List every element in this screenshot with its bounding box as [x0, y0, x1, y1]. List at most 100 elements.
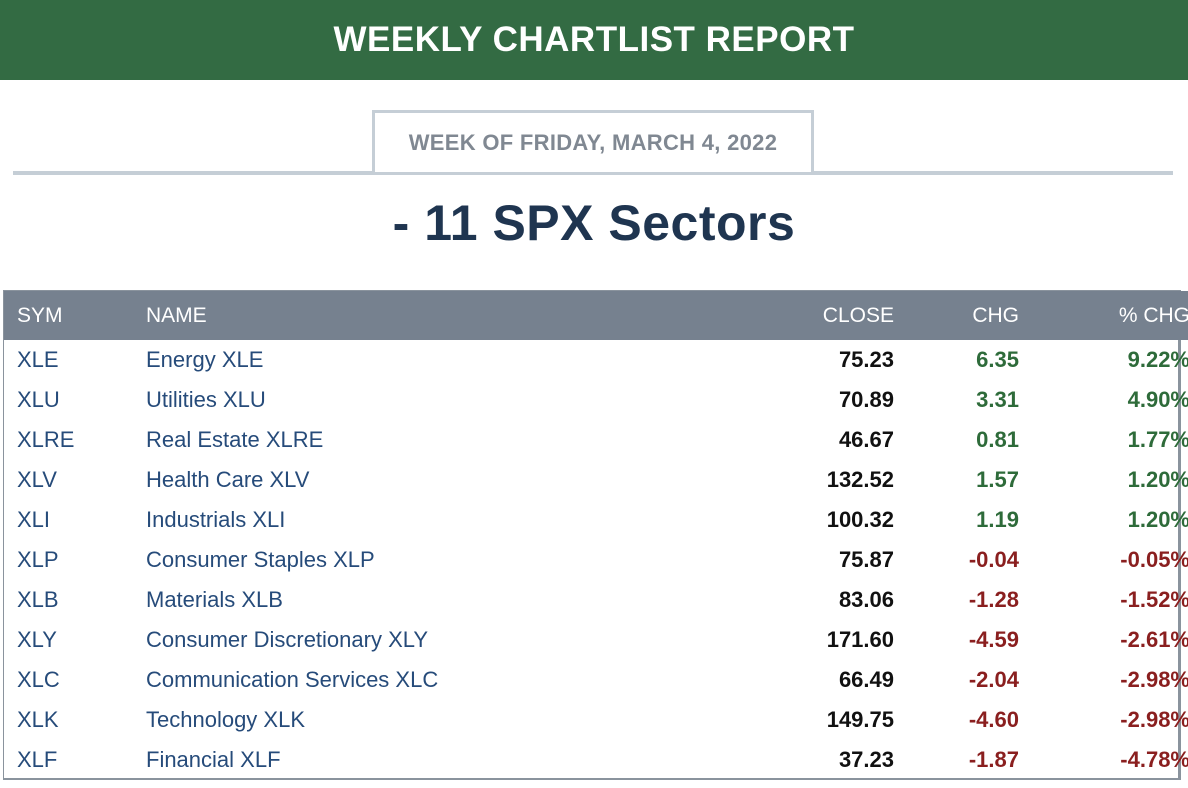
close-value: 132.52 — [826, 467, 894, 492]
close-value: 37.23 — [838, 747, 894, 772]
table-cell: 1.57 — [894, 460, 1019, 500]
table-cell: XLK — [4, 700, 146, 740]
table-cell: 132.52 — [736, 460, 894, 500]
table-cell: -1.52% — [1019, 580, 1188, 620]
column-header-name[interactable]: NAME — [146, 303, 207, 327]
change-value: -0.04 — [968, 547, 1019, 572]
column-header-chg[interactable]: CHG — [972, 303, 1019, 327]
table-cell: XLE — [4, 340, 146, 380]
table-cell: 1.20% — [1019, 460, 1188, 500]
close-value: 75.87 — [838, 547, 894, 572]
table-cell: XLI — [4, 500, 146, 540]
close-value: 66.49 — [838, 667, 894, 692]
table-row: XLE Energy XLE 75.23 6.35 9.22% — [4, 340, 1188, 380]
symbol-link[interactable]: XLI — [17, 507, 51, 532]
change-value: -1.28 — [968, 587, 1019, 612]
column-header-sym[interactable]: SYM — [17, 303, 63, 327]
close-value: 46.67 — [838, 427, 894, 452]
week-tab: WEEK OF FRIDAY, MARCH 4, 2022 — [372, 110, 814, 172]
table-row: XLK Technology XLK 149.75 -4.60 -2.98% — [4, 700, 1188, 740]
table-cell: -4.78% — [1019, 740, 1188, 780]
symbol-link[interactable]: XLU — [17, 387, 60, 412]
table-cell: Technology XLK — [146, 700, 736, 740]
table-cell: 0.81 — [894, 420, 1019, 460]
table-cell: Consumer Staples XLP — [146, 540, 736, 580]
table-cell: Consumer Discretionary XLY — [146, 620, 736, 660]
table-cell: -1.28 — [894, 580, 1019, 620]
symbol-link[interactable]: XLY — [17, 627, 57, 652]
symbol-link[interactable]: XLF — [17, 747, 58, 772]
page-subtitle: - 11 SPX Sectors — [392, 195, 796, 251]
table-cell: XLV — [4, 460, 146, 500]
symbol-link[interactable]: XLK — [17, 707, 59, 732]
sector-name-link[interactable]: Health Care XLV — [146, 467, 310, 492]
change-value: 3.31 — [976, 387, 1019, 412]
table-cell: -2.98% — [1019, 700, 1188, 740]
percent-change-value: 9.22% — [1127, 347, 1188, 372]
sector-name-link[interactable]: Consumer Staples XLP — [146, 547, 375, 572]
sector-name-link[interactable]: Energy XLE — [146, 347, 264, 372]
table-cell: 46.67 — [736, 420, 894, 460]
change-value: 1.19 — [976, 507, 1019, 532]
sector-name-link[interactable]: Technology XLK — [146, 707, 305, 732]
table-cell: -4.60 — [894, 700, 1019, 740]
table-cell: 75.23 — [736, 340, 894, 380]
table-cell: -2.04 — [894, 660, 1019, 700]
table-cell: XLY — [4, 620, 146, 660]
table-cell: 37.23 — [736, 740, 894, 780]
report-banner: WEEKLY CHARTLIST REPORT — [0, 0, 1188, 80]
table-row: XLY Consumer Discretionary XLY 171.60 -4.59… — [4, 620, 1188, 660]
close-value: 100.32 — [826, 507, 894, 532]
table-cell: Energy XLE — [146, 340, 736, 380]
table-cell: 3.31 — [894, 380, 1019, 420]
sector-name-link[interactable]: Financial XLF — [146, 747, 281, 772]
symbol-link[interactable]: XLV — [17, 467, 57, 492]
table-cell: Health Care XLV — [146, 460, 736, 500]
symbol-link[interactable]: XLC — [17, 667, 60, 692]
section-divider — [13, 171, 1173, 175]
symbol-link[interactable]: XLE — [17, 347, 59, 372]
sector-name-link[interactable]: Utilities XLU — [146, 387, 266, 412]
table-row: XLU Utilities XLU 70.89 3.31 4.90% — [4, 380, 1188, 420]
table-cell: Materials XLB — [146, 580, 736, 620]
table-cell: 75.87 — [736, 540, 894, 580]
table-header-row: SYM NAME CLOSE CHG % CHG — [4, 291, 1188, 340]
sector-name-link[interactable]: Real Estate XLRE — [146, 427, 324, 452]
symbol-link[interactable]: XLRE — [17, 427, 75, 452]
change-value: -2.04 — [968, 667, 1019, 692]
change-value: -4.60 — [968, 707, 1019, 732]
sector-name-link[interactable]: Consumer Discretionary XLY — [146, 627, 429, 652]
sector-name-link[interactable]: Materials XLB — [146, 587, 283, 612]
change-value: -1.87 — [968, 747, 1019, 772]
table-row: XLF Financial XLF 37.23 -1.87 -4.78% — [4, 740, 1188, 780]
table-cell: 4.90% — [1019, 380, 1188, 420]
table-cell: 1.20% — [1019, 500, 1188, 540]
percent-change-value: -2.61% — [1120, 627, 1188, 652]
table-cell: Financial XLF — [146, 740, 736, 780]
sector-name-link[interactable]: Industrials XLI — [146, 507, 286, 532]
table-cell: -1.87 — [894, 740, 1019, 780]
symbol-link[interactable]: XLP — [17, 547, 59, 572]
change-value: -4.59 — [968, 627, 1019, 652]
percent-change-value: 4.90% — [1127, 387, 1188, 412]
close-value: 149.75 — [826, 707, 894, 732]
table-cell: XLRE — [4, 420, 146, 460]
table-cell: XLF — [4, 740, 146, 780]
table-cell: XLP — [4, 540, 146, 580]
table-cell: XLB — [4, 580, 146, 620]
table-cell: 1.19 — [894, 500, 1019, 540]
close-value: 171.60 — [826, 627, 894, 652]
table-cell: 1.77% — [1019, 420, 1188, 460]
table-cell: 9.22% — [1019, 340, 1188, 380]
column-header-close[interactable]: CLOSE — [822, 303, 894, 327]
table-row: XLP Consumer Staples XLP 75.87 -0.04 -0.05% — [4, 540, 1188, 580]
change-value: 1.57 — [976, 467, 1019, 492]
column-header-pct-chg[interactable]: % CHG — [1118, 303, 1188, 327]
symbol-link[interactable]: XLB — [17, 587, 59, 612]
sector-name-link[interactable]: Communication Services XLC — [146, 667, 439, 692]
close-value: 83.06 — [838, 587, 894, 612]
table-cell: 70.89 — [736, 380, 894, 420]
table-cell: 149.75 — [736, 700, 894, 740]
table-cell: -0.04 — [894, 540, 1019, 580]
table-cell: XLU — [4, 380, 146, 420]
